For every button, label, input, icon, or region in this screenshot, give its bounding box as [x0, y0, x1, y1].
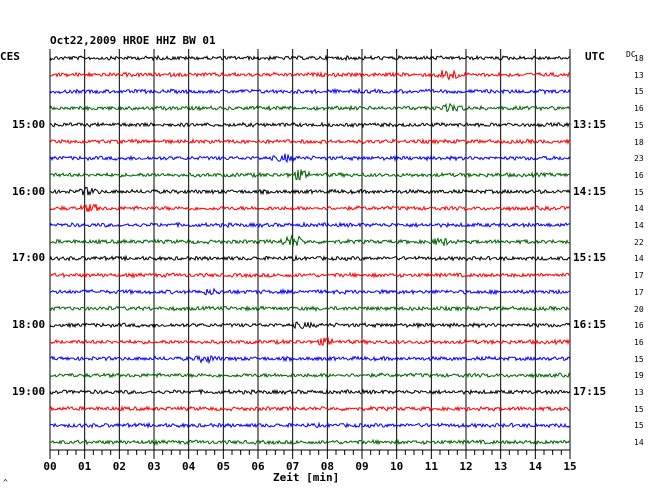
x-tick-label: 15 [563, 460, 576, 473]
dc-value-label: 16 [634, 170, 644, 180]
dc-value-label: 23 [634, 154, 644, 164]
x-tick-label: 06 [251, 460, 265, 473]
trace-3 [49, 102, 571, 113]
dc-value-label: 15 [634, 354, 644, 364]
corner-mark: ^ [3, 478, 8, 487]
dc-value-label: 16 [634, 104, 644, 114]
dc-value-label: 19 [634, 371, 644, 381]
x-tick-label: 00 [43, 460, 56, 473]
left-hour-label: 18:00 [12, 318, 46, 332]
trace-20 [49, 388, 571, 396]
dc-column-label: DC [626, 50, 636, 59]
right-time-label: 17:15 [573, 385, 607, 398]
trace-4 [49, 121, 570, 129]
dc-value-label: 15 [634, 404, 644, 414]
x-tick-label: 11 [425, 460, 439, 473]
dc-value-label: 16 [634, 337, 644, 347]
seismic-traces [49, 54, 571, 446]
trace-15 [49, 304, 571, 312]
left-hour-label: 19:00 [12, 385, 46, 398]
dc-value-label: 20 [634, 304, 644, 314]
dc-value-label: 17 [634, 271, 644, 281]
trace-19 [49, 371, 571, 379]
trace-18 [49, 354, 571, 365]
dc-value-label: 13 [634, 70, 644, 80]
x-tick-label: 02 [113, 460, 126, 473]
dc-value-label: 22 [634, 237, 644, 247]
dc-value-label: 15 [634, 421, 644, 431]
left-hour-label: 17:00 [12, 251, 46, 265]
dc-value-label: 17 [634, 287, 644, 297]
trace-2 [49, 87, 571, 96]
x-tick-label: 14 [529, 460, 543, 473]
dc-value-label: 13 [634, 388, 644, 397]
right-timezone-label: UTC [585, 50, 605, 63]
dc-value-label: 14 [634, 221, 644, 230]
x-tick-label: 08 [321, 460, 334, 473]
x-tick-label: 12 [459, 460, 472, 473]
left-hour-label: 15:00 [12, 117, 46, 131]
dc-value-label: 14 [634, 254, 644, 264]
chart-title: Oct22,2009 HROE HHZ BW 01 [50, 34, 216, 47]
right-time-label: 15:15 [573, 251, 607, 265]
x-tick-label: 05 [217, 460, 230, 473]
right-time-label: 16:15 [573, 318, 607, 332]
x-tick-label: 04 [182, 460, 196, 473]
right-time-label: 13:15 [573, 117, 607, 131]
trace-21 [49, 405, 571, 413]
grid-lines [49, 49, 571, 450]
x-tick-label: 01 [78, 460, 92, 473]
dc-value-label: 18 [634, 54, 644, 63]
x-tick-label: 13 [494, 460, 507, 473]
trace-12 [49, 254, 571, 263]
trace-14 [49, 287, 571, 296]
dc-value-label: 14 [634, 438, 644, 448]
trace-1 [49, 69, 571, 81]
trace-7 [49, 169, 571, 181]
trace-6 [49, 153, 571, 164]
right-time-label: 14:15 [573, 184, 607, 198]
x-axis: 00 01 02 03 04 05 06 07 08 09 10 11 12 13 14 15 [43, 449, 577, 473]
trace-22 [49, 421, 571, 430]
x-axis-label: Zeit [min] [273, 471, 340, 484]
trace-9 [49, 203, 571, 212]
trace-10 [49, 221, 571, 229]
dc-value-label: 18 [634, 137, 644, 147]
dc-value-label: 15 [634, 120, 644, 130]
trace-0 [49, 54, 571, 62]
trace-17 [49, 336, 571, 347]
dc-value-label: 15 [634, 87, 644, 97]
trace-5 [49, 137, 571, 146]
left-timezone-label: CES [0, 50, 20, 63]
trace-8 [49, 186, 571, 196]
x-tick-label: 07 [286, 460, 299, 473]
dc-value-label: 14 [634, 204, 644, 214]
trace-11 [49, 234, 571, 248]
x-tick-label: 10 [390, 460, 403, 473]
left-hour-label: 16:00 [12, 184, 46, 198]
trace-23 [49, 438, 570, 446]
x-tick-label: 03 [147, 460, 160, 473]
x-tick-label: 09 [355, 460, 368, 473]
trace-16 [49, 321, 571, 330]
trace-13 [49, 271, 571, 279]
dc-value-label: 15 [634, 187, 644, 197]
dc-value-label: 16 [634, 321, 644, 331]
